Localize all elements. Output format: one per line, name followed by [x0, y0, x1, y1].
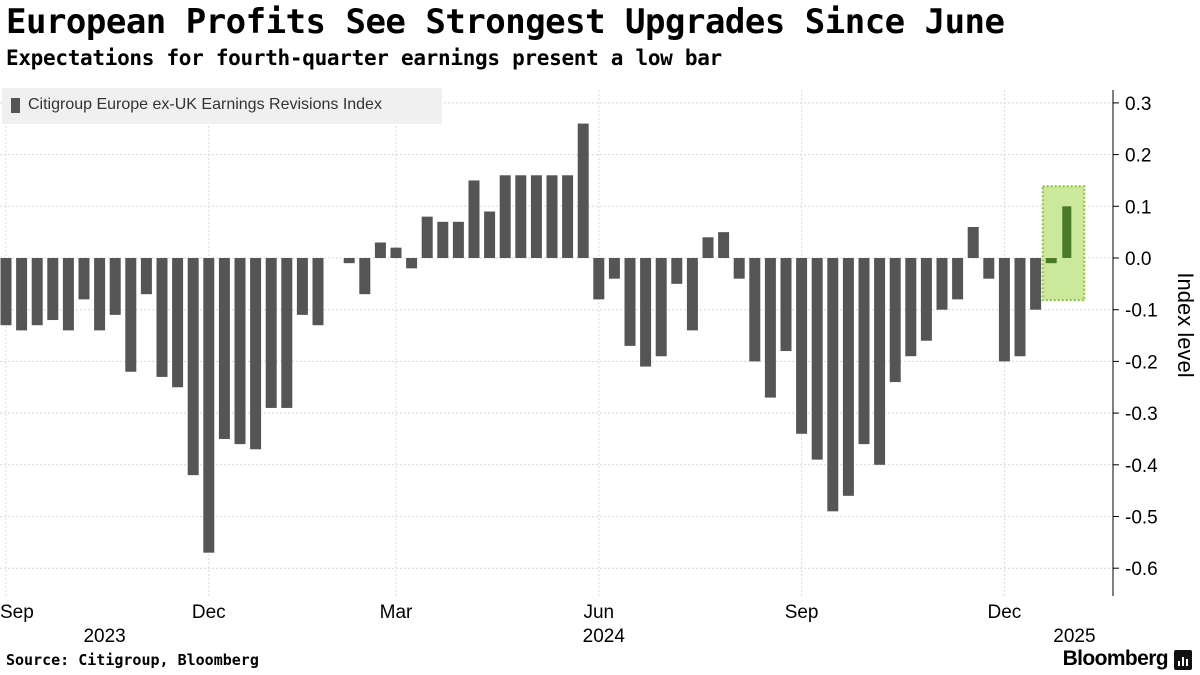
bar	[484, 211, 496, 258]
bar	[312, 258, 324, 326]
bar	[952, 258, 964, 300]
bar	[406, 258, 418, 269]
bar	[390, 247, 402, 258]
bar	[281, 258, 293, 408]
bar	[515, 175, 527, 258]
bar	[421, 216, 433, 258]
bar	[577, 123, 589, 258]
bar	[16, 258, 28, 331]
bar	[686, 258, 698, 331]
bar-chart: 0.3 0.2 0.1 0.0 -0.1 -0.2 -0.3 -0.4 -0.5 -0.6 Inde…	[0, 90, 1198, 647]
y-tick-label: 0.1	[1125, 197, 1151, 218]
bar	[764, 258, 776, 398]
bar	[983, 258, 995, 279]
bar	[920, 258, 932, 341]
bar	[187, 258, 199, 476]
bar	[359, 258, 371, 295]
bar	[827, 258, 839, 512]
bar	[811, 258, 823, 460]
x-year-label: 2023	[83, 626, 125, 647]
chart-subtitle: Expectations for fourth-quarter earnings…	[6, 46, 722, 70]
bar	[640, 258, 652, 367]
bar	[889, 258, 901, 383]
bar	[140, 258, 152, 295]
bar	[499, 175, 511, 258]
x-tick-label: Sep	[785, 602, 819, 623]
x-tick-label: Sep	[0, 602, 34, 623]
bar	[858, 258, 870, 445]
bar	[437, 221, 449, 258]
bar	[874, 258, 886, 465]
bar	[702, 237, 714, 258]
y-tick-label: -0.4	[1125, 456, 1158, 477]
bar	[780, 258, 792, 352]
bloomberg-chart-icon	[1174, 650, 1192, 670]
bar	[156, 258, 168, 377]
x-year-label: 2024	[583, 626, 626, 647]
bar	[0, 258, 12, 326]
bar	[125, 258, 137, 372]
x-tick-label: Dec	[192, 602, 226, 623]
bar	[655, 258, 667, 357]
bar	[374, 242, 386, 258]
bar	[936, 258, 948, 310]
bar	[218, 258, 230, 439]
bar	[967, 226, 979, 258]
bar	[31, 258, 43, 326]
bar	[718, 232, 730, 258]
bar	[203, 258, 215, 553]
bar	[1014, 258, 1026, 357]
legend-label: Citigroup Europe ex-UK Earnings Revision…	[28, 96, 382, 113]
bar	[47, 258, 59, 321]
source-note: Source: Citigroup, Bloomberg	[6, 651, 259, 669]
bar	[593, 258, 605, 300]
y-tick-label: -0.6	[1125, 559, 1158, 580]
bar	[530, 175, 542, 258]
bar	[62, 258, 74, 331]
bar	[562, 175, 574, 258]
bar	[250, 258, 262, 450]
bar	[234, 258, 246, 445]
y-tick-label: 0.3	[1125, 94, 1151, 115]
x-year-label: 2025	[1053, 626, 1095, 647]
bar	[749, 258, 761, 362]
bar	[905, 258, 917, 357]
y-tick-label: 0.0	[1125, 249, 1151, 270]
legend-swatch	[11, 98, 20, 113]
bar	[109, 258, 121, 315]
bar	[468, 180, 480, 258]
y-tick-label: -0.3	[1125, 404, 1158, 425]
bar	[296, 258, 308, 315]
bar	[608, 258, 620, 279]
bar	[265, 258, 277, 408]
bar	[78, 258, 90, 300]
bar	[1030, 258, 1042, 310]
bar	[546, 175, 558, 258]
y-axis-label: Index level	[1173, 272, 1198, 377]
y-tick-label: -0.2	[1125, 352, 1158, 373]
bar	[733, 258, 745, 279]
legend: Citigroup Europe ex-UK Earnings Revision…	[2, 88, 442, 124]
x-tick-label: Dec	[988, 602, 1022, 623]
bar	[343, 258, 355, 264]
bar	[1045, 258, 1057, 264]
bar	[671, 258, 683, 284]
bar	[1062, 206, 1072, 258]
bloomberg-logo: Bloomberg	[1062, 647, 1169, 670]
y-tick-label: -0.5	[1125, 508, 1158, 529]
bar	[94, 258, 106, 331]
bar	[452, 221, 464, 258]
bar	[624, 258, 636, 346]
x-tick-label: Mar	[380, 602, 413, 623]
bar	[842, 258, 854, 496]
y-tick-label: -0.1	[1125, 301, 1158, 322]
bar	[998, 258, 1010, 362]
chart-title: European Profits See Strongest Upgrades …	[6, 2, 1005, 42]
y-tick-label: 0.2	[1125, 146, 1151, 167]
bar	[796, 258, 808, 434]
x-tick-label: Jun	[583, 602, 614, 623]
bar	[172, 258, 184, 388]
